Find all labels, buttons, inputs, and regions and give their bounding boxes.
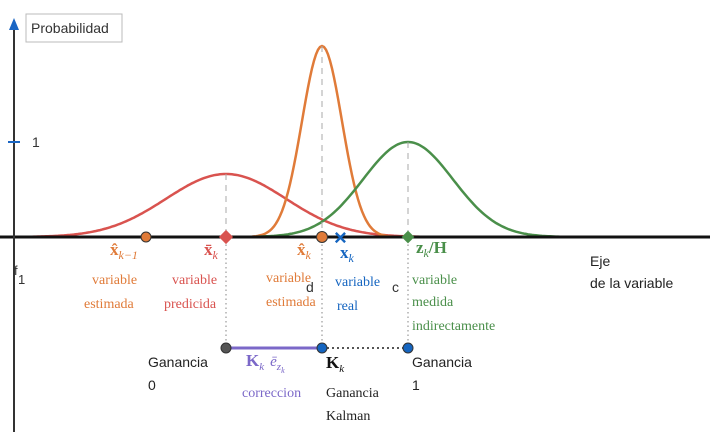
y-axis-tick-label: 1 — [32, 134, 40, 150]
gain-one-point — [402, 342, 414, 354]
estimated-prev-symbol: x̂k−1 — [110, 240, 138, 262]
kalman-gain-point — [316, 342, 328, 354]
measured-distribution-curve — [250, 140, 580, 239]
gain-one-label-line2: 1 — [412, 377, 420, 393]
y-axis-label-box — [25, 13, 123, 43]
measured-point — [401, 230, 415, 244]
real-label-line1: variable — [335, 275, 380, 290]
predicted-label-line1: variable — [172, 273, 217, 288]
predicted-symbol: x̄k — [204, 240, 219, 262]
estimated-point — [316, 231, 328, 243]
estimated-prev-label-line1: variable — [92, 273, 137, 288]
gain-zero-label-line1: Ganancia — [148, 354, 208, 370]
measured-label-line2: medida — [412, 295, 454, 310]
predicted-point — [218, 229, 234, 245]
gain-zero-label-line2: 0 — [148, 377, 156, 393]
estimated-symbol: x̂k — [297, 240, 312, 262]
label-c: c — [392, 279, 399, 295]
measured-symbol: zk/H — [416, 238, 447, 260]
real-label-line2: real — [337, 299, 358, 314]
kalman-gain-symbol: Kk — [326, 353, 345, 375]
real-symbol: xk — [340, 243, 355, 265]
predicted-distribution-curve — [14, 172, 421, 239]
y-axis-label: Probabilidad — [31, 20, 109, 36]
correction-symbol: Kk ēzk — [246, 351, 285, 375]
origin-label-top: f — [14, 263, 18, 278]
origin-label-bottom: 1 — [18, 272, 25, 287]
measured-label-line1: variable — [412, 273, 457, 288]
gain-zero-point — [220, 342, 232, 354]
kalman-gain-label-line1: Ganancia — [326, 386, 380, 401]
estimated-label-line1: variable — [266, 271, 311, 286]
estimated-prev-point — [140, 231, 152, 243]
predicted-label-line2: predicida — [164, 297, 217, 312]
x-axis-label-line1: Eje — [590, 253, 610, 269]
estimated-prev-label-line2: estimada — [84, 297, 135, 312]
real-value-marker: × — [334, 225, 347, 250]
measured-label-line3: indirectamente — [412, 319, 495, 334]
label-d: d — [306, 279, 314, 295]
estimated-label-line2: estimada — [266, 295, 317, 310]
estimated-distribution-curve — [220, 44, 430, 239]
y-axis-arrow-icon — [9, 18, 19, 30]
gain-one-label-line1: Ganancia — [412, 354, 472, 370]
kalman-gain-label-line2: Kalman — [326, 409, 370, 424]
x-axis-label-line2: de la variable — [590, 275, 673, 291]
correction-label: correccion — [242, 386, 301, 401]
